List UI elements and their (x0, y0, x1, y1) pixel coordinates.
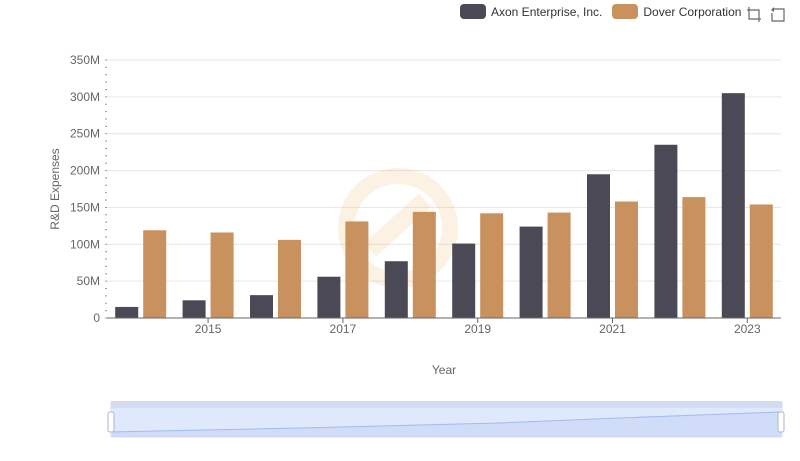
bar-dover-2018[interactable] (412, 211, 436, 318)
bar-dover-2022[interactable] (682, 197, 706, 318)
legend-label-axon: Axon Enterprise, Inc. (491, 4, 603, 19)
slider-selection[interactable] (111, 408, 782, 437)
bar-axon-2020[interactable] (519, 226, 543, 318)
slider-right-handle[interactable] (777, 411, 785, 433)
bar-dover-2023[interactable] (749, 204, 773, 318)
bar-axon-2017[interactable] (317, 276, 341, 318)
y-tick-label: 0 (93, 311, 100, 325)
slider-left-handle[interactable] (107, 411, 115, 433)
x-tick-label: 2021 (599, 322, 626, 336)
legend-swatch-axon (460, 4, 486, 19)
y-tick-label: 200M (70, 164, 100, 178)
legend-swatch-dover (612, 4, 639, 19)
x-tick-label: 2023 (734, 322, 761, 336)
y-tick-label: 350M (70, 53, 100, 67)
x-tick-label: 2015 (195, 322, 222, 336)
bar-axon-2019[interactable] (452, 243, 476, 318)
legend-item-dover[interactable]: Dover Corporation (612, 4, 741, 19)
bar-axon-2016[interactable] (250, 295, 273, 318)
bar-axon-2014[interactable] (115, 306, 139, 318)
legend-item-axon[interactable]: Axon Enterprise, Inc. (460, 4, 602, 19)
x-axis-label: Year (432, 363, 456, 377)
x-axis: 2015 2017 2019 2021 2023 (107, 317, 781, 336)
y-tick-label: 300M (70, 90, 100, 104)
bar-dover-2019[interactable] (480, 213, 504, 318)
slider-top-bar[interactable] (111, 401, 782, 408)
y-tick-label: 100M (70, 237, 100, 251)
toolbox (746, 6, 786, 22)
legend-label-dover: Dover Corporation (643, 4, 742, 19)
bar-axon-2015[interactable] (182, 300, 206, 318)
bar-axon-2018[interactable] (384, 261, 408, 318)
bar-dover-2017[interactable] (345, 221, 369, 318)
legend: Axon Enterprise, Inc. Dover Corporation (460, 4, 751, 19)
bar-axon-2022[interactable] (654, 144, 678, 318)
y-tick-label: 150M (70, 200, 100, 214)
bar-dover-2020[interactable] (547, 212, 571, 318)
slider-preview-area (112, 412, 781, 437)
data-zoom-slider[interactable] (107, 401, 785, 438)
bars (115, 93, 773, 319)
bar-dover-2021[interactable] (615, 201, 638, 318)
slider-preview-line (111, 411, 782, 433)
bar-dover-2015[interactable] (210, 232, 234, 318)
bar-axon-2021[interactable] (587, 174, 610, 318)
y-tick-label: 250M (70, 127, 100, 141)
y-axis-label: R&D Expenses (48, 148, 62, 229)
restore-icon[interactable] (770, 6, 786, 22)
bar-axon-2023[interactable] (721, 93, 745, 319)
bar-dover-2016[interactable] (278, 239, 301, 318)
x-tick-label: 2019 (464, 322, 491, 336)
y-tick-label: 50M (77, 274, 100, 288)
zoom-icon[interactable] (746, 6, 762, 22)
bar-dover-2014[interactable] (143, 230, 167, 318)
x-tick-label: 2017 (330, 322, 357, 336)
y-axis: 0 50M 100M 150M 200M 250M 300M 350M (70, 53, 107, 325)
